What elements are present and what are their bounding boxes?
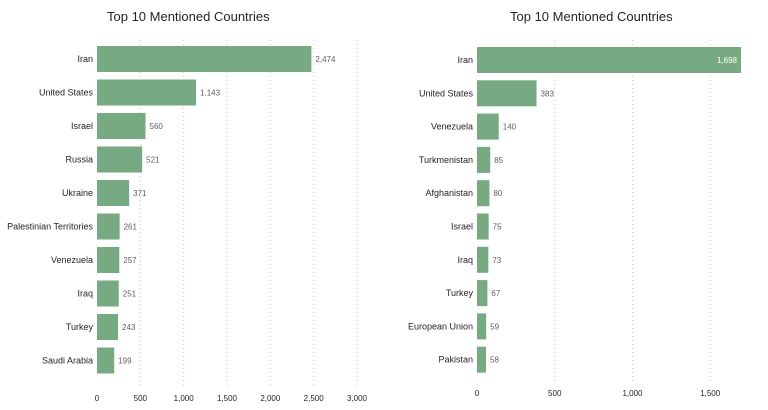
chart-title-right: Top 10 Mentioned Countries bbox=[510, 9, 673, 24]
right-bar bbox=[477, 80, 537, 107]
left-x-tick-label: 0 bbox=[95, 394, 100, 403]
right-category-label: Iraq bbox=[457, 255, 473, 265]
left-category-label: Palestinian Territories bbox=[7, 222, 93, 232]
left-category-label: Turkey bbox=[66, 322, 94, 332]
left-data-label: 243 bbox=[122, 323, 136, 332]
right-x-tick-label: 0 bbox=[475, 389, 480, 398]
bar-chart-left: 0 500 1,000 1,500 2,000 2,500 3,000 Iran 2,474 Un… bbox=[7, 40, 368, 403]
left-x-tick-label: 1,500 bbox=[217, 394, 238, 403]
right-data-label: 140 bbox=[503, 123, 517, 132]
right-data-label: 67 bbox=[491, 289, 500, 298]
right-category-label: European Union bbox=[408, 321, 473, 331]
left-category-label: Iran bbox=[77, 54, 93, 64]
right-data-label: 80 bbox=[493, 189, 502, 198]
left-category-label: United States bbox=[39, 88, 94, 98]
left-category-label: Iraq bbox=[77, 289, 93, 299]
right-category-label: Afghanistan bbox=[425, 188, 473, 198]
right-data-label: 73 bbox=[492, 256, 501, 265]
left-data-label: 251 bbox=[123, 290, 137, 299]
left-bar bbox=[97, 180, 130, 206]
right-data-label: 75 bbox=[493, 223, 502, 232]
left-x-tick-label: 2,000 bbox=[260, 394, 281, 403]
right-category-label: Turkey bbox=[446, 288, 474, 298]
left-category-label: Israel bbox=[71, 121, 93, 131]
left-x-tick-label: 3,000 bbox=[347, 394, 368, 403]
right-bar bbox=[477, 346, 487, 373]
right-bar bbox=[477, 146, 491, 173]
chart-panel-right: Top 10 Mentioned Countries 0 500 1,000 1,50… bbox=[384, 0, 768, 410]
left-data-label: 521 bbox=[146, 156, 160, 165]
left-data-label: 560 bbox=[150, 122, 164, 131]
right-category-label: Pakistan bbox=[438, 355, 473, 365]
chart-title-left: Top 10 Mentioned Countries bbox=[107, 9, 270, 24]
bar-chart-right: 0 500 1,000 1,500 Iran 1,698 United States 383 V… bbox=[408, 40, 741, 398]
right-category-label: Turkmenistan bbox=[419, 155, 473, 165]
left-data-label: 371 bbox=[133, 189, 147, 198]
left-bar bbox=[97, 314, 119, 340]
right-x-tick-label: 1,500 bbox=[700, 389, 721, 398]
right-category-label: United States bbox=[419, 88, 474, 98]
right-data-label: 85 bbox=[494, 156, 503, 165]
left-category-label: Venezuela bbox=[51, 255, 93, 265]
right-bar bbox=[477, 280, 488, 307]
left-bar bbox=[97, 247, 120, 273]
left-data-label: 1,143 bbox=[200, 89, 221, 98]
left-bar bbox=[97, 46, 312, 72]
left-category-label: Saudi Arabia bbox=[42, 356, 93, 366]
left-x-tick-label: 500 bbox=[134, 394, 148, 403]
right-data-label: 1,698 bbox=[717, 56, 738, 65]
chart-panel-left: Top 10 Mentioned Countries 0 500 1,000 1,50… bbox=[7, 9, 368, 403]
left-data-label: 199 bbox=[118, 357, 132, 366]
right-data-label: 383 bbox=[541, 89, 555, 98]
right-bar bbox=[477, 313, 487, 340]
left-x-tick-label: 1,000 bbox=[174, 394, 195, 403]
left-x-tick-label: 2,500 bbox=[304, 394, 325, 403]
left-bar bbox=[97, 213, 120, 240]
left-bar bbox=[97, 280, 119, 307]
left-data-label: 257 bbox=[123, 256, 137, 265]
right-bar bbox=[477, 180, 490, 207]
left-bar bbox=[97, 347, 115, 374]
right-bar bbox=[477, 213, 489, 240]
right-bar bbox=[477, 246, 489, 273]
right-x-tick-label: 500 bbox=[548, 389, 562, 398]
left-bar bbox=[97, 79, 197, 106]
left-bar bbox=[97, 146, 143, 173]
right-bar bbox=[477, 113, 499, 140]
left-category-label: Ukraine bbox=[62, 188, 93, 198]
right-data-label: 58 bbox=[490, 356, 499, 365]
left-data-label: 2,474 bbox=[315, 55, 336, 64]
left-data-label: 261 bbox=[124, 223, 138, 232]
right-bar bbox=[477, 47, 741, 73]
left-category-label: Russia bbox=[65, 155, 93, 165]
right-category-label: Iran bbox=[457, 55, 473, 65]
right-category-label: Israel bbox=[451, 222, 473, 232]
right-x-tick-label: 1,000 bbox=[622, 389, 643, 398]
right-data-label: 59 bbox=[490, 322, 499, 331]
right-category-label: Venezuela bbox=[431, 122, 473, 132]
left-bar bbox=[97, 113, 146, 139]
